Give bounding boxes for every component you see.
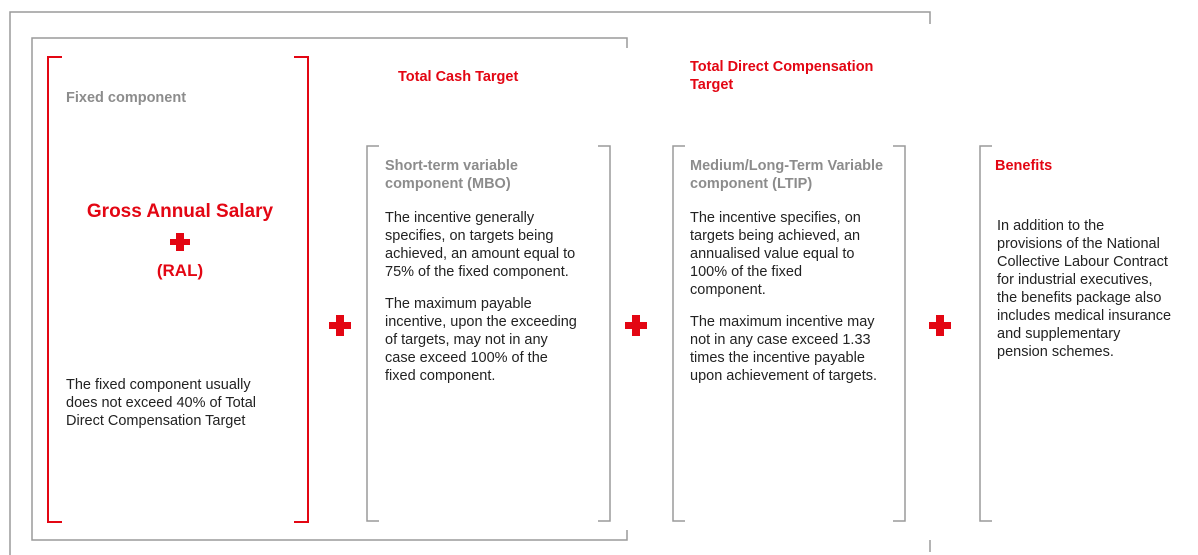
inner-frame bbox=[31, 37, 628, 541]
paragraph: The maximum payable incentive, upon the … bbox=[385, 296, 577, 384]
red-bracket bbox=[47, 56, 309, 523]
column-heading: Medium/Long-Term Variable component (LTI… bbox=[690, 158, 884, 192]
outer-frame bbox=[9, 11, 931, 555]
group-label: Total Cash Target bbox=[398, 69, 519, 85]
paragraph: The incentive generally specifies, on ta… bbox=[385, 210, 576, 280]
column-heading: Short-term variable component (MBO) bbox=[385, 158, 518, 192]
plus-icon bbox=[929, 315, 951, 336]
bracket bbox=[979, 145, 992, 522]
bracket bbox=[366, 145, 611, 522]
column-text: The incentive specifies, on targets bein… bbox=[690, 209, 880, 399]
plus-icon bbox=[170, 233, 190, 251]
paragraph: The fixed component usually does not exc… bbox=[66, 377, 256, 429]
column-heading: Fixed component bbox=[66, 90, 187, 106]
paragraph: In addition to the provisions of the Nat… bbox=[997, 218, 1172, 360]
highlight-note: (RAL) bbox=[156, 261, 204, 280]
column-heading: Benefits bbox=[995, 158, 1053, 174]
plus-icon bbox=[625, 315, 647, 336]
bracket bbox=[672, 145, 906, 522]
paragraph: The incentive specifies, on targets bein… bbox=[690, 210, 861, 298]
column-text: In addition to the provisions of the Nat… bbox=[997, 217, 1172, 375]
column-text: The incentive generally specifies, on ta… bbox=[385, 209, 577, 399]
plus-icon bbox=[329, 315, 351, 336]
highlight: Gross Annual Salary bbox=[86, 201, 274, 222]
group-label: Total Direct Compensation Target bbox=[690, 59, 874, 93]
paragraph: The maximum incentive may not in any cas… bbox=[690, 314, 878, 384]
column-text: The fixed component usually does not exc… bbox=[66, 376, 261, 444]
